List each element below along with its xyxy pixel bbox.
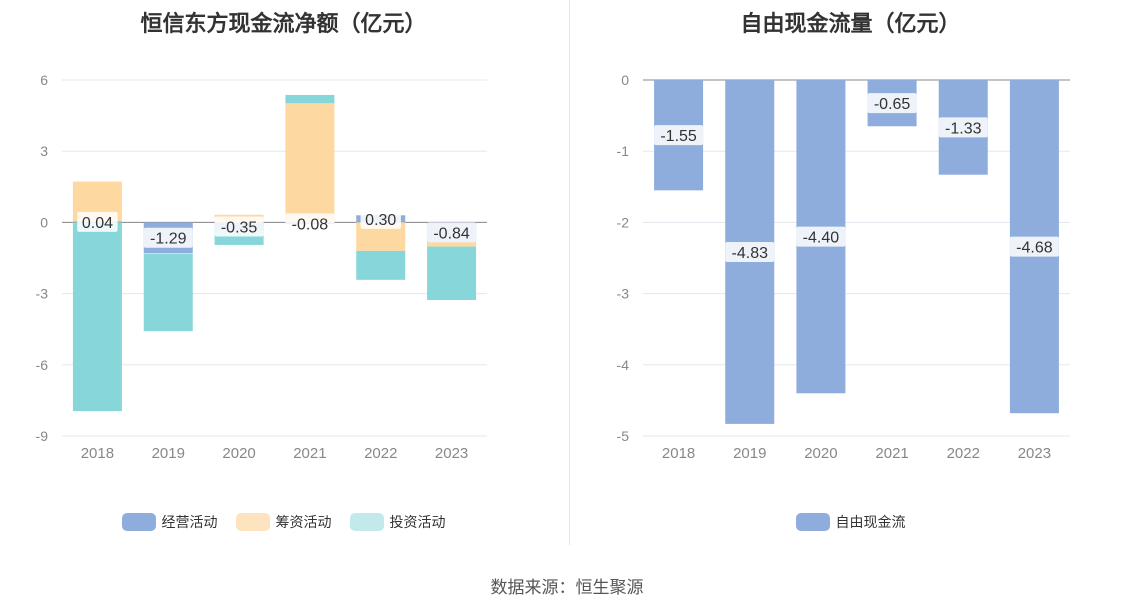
cash-flow-chart: 6 3 0 -3 -6 -9 2018 2019 2020 2021 2022 2023 0.04 -1.…: [36, 72, 487, 462]
y-tick-label: 6: [40, 72, 48, 88]
y-tick-label: 0: [40, 214, 48, 230]
legend-label-fcf: 自由现金流: [835, 514, 906, 530]
x-tick-label: 2018: [662, 445, 695, 462]
data-label: -0.65: [874, 96, 911, 113]
y-tick-label: -2: [617, 214, 630, 230]
bar-investing: [72, 222, 122, 412]
left-chart-title: 恒信东方现金流净额（亿元）: [140, 11, 427, 36]
data-label-bg: [143, 227, 193, 248]
bar-investing: [143, 253, 193, 332]
legend-label-operating: 经营活动: [161, 514, 218, 530]
left-chart-panel: 恒信东方现金流净额（亿元） 6 3 0 -3 -6 -9 2018 2019 2020 2021 2…: [0, 0, 567, 545]
x-tick-label: 2021: [875, 445, 908, 462]
x-tick-label: 2022: [947, 445, 980, 462]
data-label-bg: [427, 222, 477, 243]
legend-item-financing[interactable]: 筹资活动: [235, 512, 332, 532]
y-tick-label: 3: [40, 143, 48, 159]
x-tick-label: 2019: [152, 445, 185, 462]
data-label-bg: [77, 211, 118, 232]
bar-financing: [427, 242, 477, 247]
data-label-bg: [214, 216, 264, 237]
x-tick-label: 2023: [435, 445, 468, 462]
bar-financing: [285, 103, 335, 223]
x-tick-label: 2021: [293, 445, 326, 462]
data-label: -0.08: [292, 216, 329, 233]
data-label: 0.30: [365, 212, 396, 229]
legend-swatch-operating: [121, 513, 156, 531]
panel-divider: [569, 0, 570, 545]
y-tick-label: -1: [617, 143, 630, 159]
x-tick-label: 2020: [222, 445, 255, 462]
data-label-bg: [1009, 236, 1059, 257]
right-chart-panel: 自由现金流量（亿元） 0 -1 -2 -3 -4 -5 2018 2019 2020 2021 20…: [567, 0, 1134, 545]
data-label-bg: [285, 213, 335, 234]
legend-item-investing[interactable]: 投资活动: [349, 512, 446, 532]
legend-label-financing: 筹资活动: [275, 514, 332, 530]
data-label: -4.40: [803, 230, 840, 247]
bar-financing: [143, 253, 193, 254]
x-tick-label: 2020: [804, 445, 837, 462]
bar-investing: [356, 250, 406, 280]
y-tick-label: -6: [36, 357, 49, 373]
data-label-bg: [360, 208, 401, 229]
left-legend: 经营活动 筹资活动 投资活动: [0, 512, 567, 532]
legend-label-investing: 投资活动: [389, 514, 446, 530]
y-tick-label: -5: [617, 428, 630, 444]
y-tick-label: -4: [617, 357, 630, 373]
right-legend: 自由现金流: [567, 512, 1134, 532]
legend-item-operating[interactable]: 经营活动: [121, 512, 218, 532]
legend-item-fcf[interactable]: 自由现金流: [795, 512, 906, 532]
data-label: 0.04: [82, 215, 113, 232]
legend-swatch-fcf: [795, 513, 830, 531]
data-label-bg: [796, 226, 846, 247]
legend-swatch-investing: [349, 513, 384, 531]
y-tick-label: -3: [617, 286, 630, 302]
data-label: -4.68: [1016, 240, 1053, 257]
data-label: -0.35: [221, 220, 258, 237]
bar-investing: [285, 94, 335, 104]
data-label-bg: [938, 117, 988, 138]
x-tick-label: 2018: [81, 445, 114, 462]
legend-swatch-financing: [235, 513, 270, 531]
x-tick-label: 2022: [364, 445, 397, 462]
data-label: -1.33: [945, 120, 982, 137]
data-label-bg: [654, 125, 704, 146]
y-tick-label: 0: [621, 72, 629, 88]
x-tick-label: 2023: [1018, 445, 1051, 462]
data-label: -4.83: [732, 245, 769, 262]
data-label: -1.29: [150, 231, 187, 248]
data-label-bg: [725, 241, 775, 262]
free-cash-flow-chart: 0 -1 -2 -3 -4 -5 2018 2019 2020 2021 2022 2023 -1.55…: [617, 72, 1070, 462]
right-chart-title: 自由现金流量（亿元）: [740, 11, 961, 36]
x-tick-label: 2019: [733, 445, 766, 462]
data-source-note: 数据来源：恒生聚源: [490, 578, 644, 597]
y-tick-label: -9: [36, 428, 49, 444]
bar-investing: [427, 246, 477, 301]
data-label: -1.55: [660, 128, 697, 145]
data-label: -0.84: [433, 225, 470, 242]
data-label-bg: [867, 93, 917, 114]
y-tick-label: -3: [36, 286, 49, 302]
